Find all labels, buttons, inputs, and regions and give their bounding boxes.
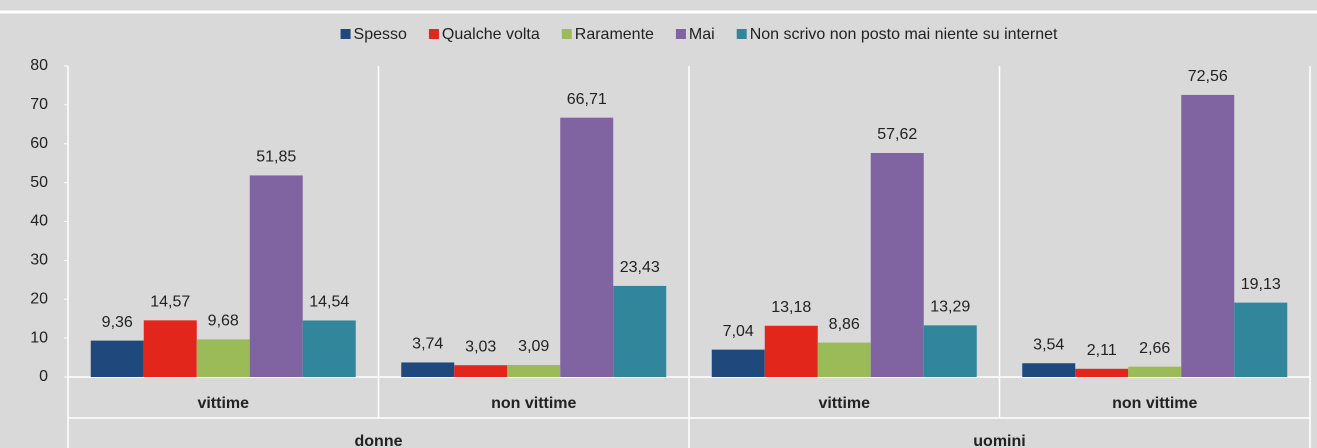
x-tick-label: non vittime <box>1112 395 1197 412</box>
legend-swatch <box>675 29 686 39</box>
bar <box>196 339 250 377</box>
group-label: uomini <box>973 433 1025 448</box>
value-label: 14,54 <box>309 294 349 311</box>
bar <box>1181 94 1235 377</box>
value-label: 3,09 <box>518 338 549 355</box>
y-tick-label: 60 <box>30 135 48 152</box>
value-label: 57,62 <box>877 126 917 143</box>
legend-label: Spesso <box>354 26 407 43</box>
bar <box>1075 368 1129 377</box>
value-label: 9,68 <box>208 313 239 330</box>
bar <box>1022 363 1076 377</box>
x-tick-label: vittime <box>197 395 249 412</box>
value-label: 66,71 <box>567 91 607 108</box>
bar <box>507 364 561 377</box>
legend-label: Qualche volta <box>442 26 540 43</box>
value-label: 23,43 <box>620 259 660 276</box>
bar <box>817 342 871 377</box>
bar <box>1128 366 1182 377</box>
legend-label: Non scrivo non posto mai niente su inter… <box>750 26 1058 43</box>
y-tick-label: 20 <box>30 290 48 307</box>
value-label: 3,74 <box>412 336 443 353</box>
value-label: 13,29 <box>930 299 970 316</box>
x-tick-label: vittime <box>818 395 870 412</box>
y-tick-label: 0 <box>39 368 48 385</box>
value-label: 14,57 <box>150 294 190 311</box>
bar <box>454 365 508 377</box>
bar <box>711 349 765 377</box>
bar <box>302 320 356 377</box>
bar <box>560 117 614 378</box>
x-tick-label: non vittime <box>491 395 576 412</box>
legend-label: Mai <box>689 26 715 43</box>
value-label: 19,13 <box>1241 276 1281 293</box>
legend-swatch <box>340 29 351 39</box>
legend-swatch <box>736 29 747 39</box>
value-label: 13,18 <box>771 299 811 316</box>
legend-swatch <box>561 29 572 39</box>
y-tick-label: 40 <box>30 213 48 230</box>
bar <box>923 325 977 377</box>
y-tick-label: 70 <box>30 96 48 113</box>
legend-label: Raramente <box>575 26 654 43</box>
y-tick-label: 30 <box>30 252 48 269</box>
y-tick-label: 50 <box>30 174 48 191</box>
value-label: 7,04 <box>723 323 754 340</box>
bar <box>143 320 197 377</box>
value-label: 72,56 <box>1188 68 1228 85</box>
y-tick-label: 10 <box>30 329 48 346</box>
value-label: 2,66 <box>1139 340 1170 357</box>
bar <box>870 153 924 377</box>
legend-swatch <box>428 29 439 39</box>
y-tick-label: 80 <box>30 57 48 74</box>
bar <box>90 340 144 377</box>
bar <box>249 175 303 377</box>
group-label: donne <box>355 433 403 448</box>
bar <box>613 285 667 377</box>
value-label: 51,85 <box>256 149 296 166</box>
value-label: 9,36 <box>102 314 133 331</box>
bar <box>401 362 455 377</box>
value-label: 8,86 <box>829 316 860 333</box>
value-label: 2,11 <box>1087 342 1117 359</box>
value-label: 3,54 <box>1033 336 1064 353</box>
bar <box>1234 302 1288 377</box>
value-label: 3,03 <box>465 338 496 355</box>
bar <box>764 325 818 377</box>
